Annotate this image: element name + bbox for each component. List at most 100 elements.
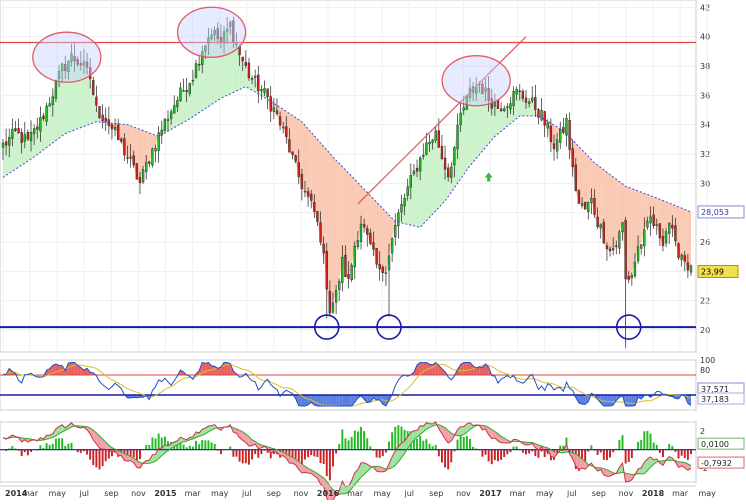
ma-fill-segment [607, 172, 610, 251]
x-tick-label: jul [78, 489, 89, 498]
oversold-fill [345, 395, 348, 406]
x-tick-label: jul [404, 489, 415, 498]
macd-histogram-bar [158, 434, 160, 450]
oscillator-tick-label: 100 [700, 356, 715, 365]
candle-body [422, 155, 424, 156]
ma-fill-segment [184, 90, 187, 122]
candle-body [606, 246, 608, 249]
ma-fill-segment [128, 125, 131, 158]
oversold-fill [582, 395, 585, 404]
candle-body [288, 140, 290, 153]
candle-body [123, 139, 125, 156]
macd-histogram-bar [245, 450, 247, 464]
candle-body [248, 63, 250, 78]
macd-histogram-bar [133, 450, 135, 458]
oversold-fill [327, 395, 330, 406]
peak-highlight-ellipse [442, 56, 510, 106]
macd-histogram-bar [341, 429, 343, 449]
candle-body [460, 113, 462, 125]
candle-body [594, 198, 596, 214]
candle-body [151, 149, 153, 165]
oversold-fill [299, 395, 302, 406]
candle-body [323, 244, 325, 253]
candle-body [195, 64, 197, 78]
candle-body [444, 158, 446, 170]
candle-body [544, 112, 546, 126]
macd-histogram-bar [584, 450, 586, 462]
ma-fill-segment [423, 143, 426, 224]
x-tick-label: nov [456, 489, 471, 498]
candle-body [369, 233, 371, 244]
candle-body [382, 267, 384, 273]
macd-histogram-bar [251, 450, 253, 460]
ma-fill-segment [501, 109, 504, 132]
macd-histogram-bar [39, 445, 41, 449]
macd-histogram-bar [61, 438, 63, 449]
macd-histogram-bar [628, 450, 630, 462]
candle-body [133, 156, 135, 165]
ma-fill-segment [433, 131, 436, 214]
macd-histogram-bar [376, 450, 378, 458]
macd-histogram-bar [460, 436, 462, 450]
x-tick-label: may [536, 489, 554, 498]
macd-histogram-bar [687, 450, 689, 460]
macd-histogram-bar [363, 431, 365, 450]
macd-histogram-bar [450, 450, 452, 463]
ma-fill-segment [498, 109, 501, 134]
macd-histogram-bar [366, 438, 368, 449]
candle-body [503, 109, 505, 111]
candle-body [531, 98, 533, 101]
macd-histogram-bar [207, 440, 209, 449]
macd-histogram-bar [148, 445, 150, 450]
macd-histogram-bar [469, 439, 471, 450]
macd-histogram-bar [71, 443, 73, 450]
ma-value-label: 28,053 [701, 208, 729, 217]
macd-histogram-bar [419, 436, 421, 450]
candle-body [326, 251, 328, 289]
macd-histogram-bar [631, 450, 633, 458]
candle-body [581, 203, 583, 205]
x-tick-label: mar [347, 489, 364, 498]
ma-fill-segment [610, 175, 613, 251]
candle-body [516, 89, 518, 94]
ma-fill-segment [582, 150, 585, 209]
candle-body [584, 202, 586, 209]
candle-body [298, 162, 300, 176]
candle-body [42, 116, 44, 119]
ma-fill-segment [585, 153, 588, 209]
candle-body [572, 149, 574, 167]
overbought-fill [479, 367, 482, 375]
candle-body [320, 223, 322, 243]
candle-body [357, 240, 359, 246]
macd-histogram-bar [86, 450, 88, 455]
overbought-fill [205, 363, 208, 376]
price-tick-label: 40 [700, 33, 710, 42]
macd-histogram-bar [329, 450, 331, 481]
macd-value-label: -0,7932 [701, 459, 732, 468]
ma-fill-segment [308, 129, 311, 201]
macd-histogram-bar [618, 440, 620, 450]
candle-body [622, 223, 624, 232]
oversold-fill [367, 395, 370, 403]
ma-fill-segment [3, 143, 6, 178]
price-tick-label: 26 [700, 238, 710, 247]
candle-body [11, 129, 13, 138]
candle-body [385, 273, 387, 274]
candle-body [341, 257, 343, 282]
candle-body [674, 226, 676, 241]
candle-body [183, 90, 185, 91]
macd-histogram-bar [597, 450, 599, 455]
candle-body [665, 232, 667, 244]
candle-body [628, 276, 630, 279]
x-tick-label: may [211, 489, 229, 498]
candle-body [429, 142, 431, 144]
candle-body [634, 262, 636, 276]
candle-body [447, 168, 449, 177]
macd-histogram-bar [344, 438, 346, 449]
macd-histogram-bar [55, 439, 57, 450]
candle-body [640, 245, 642, 249]
macd-histogram-bar [323, 450, 325, 464]
macd-histogram-bar [441, 450, 443, 463]
x-tick-label: sep [429, 489, 443, 498]
